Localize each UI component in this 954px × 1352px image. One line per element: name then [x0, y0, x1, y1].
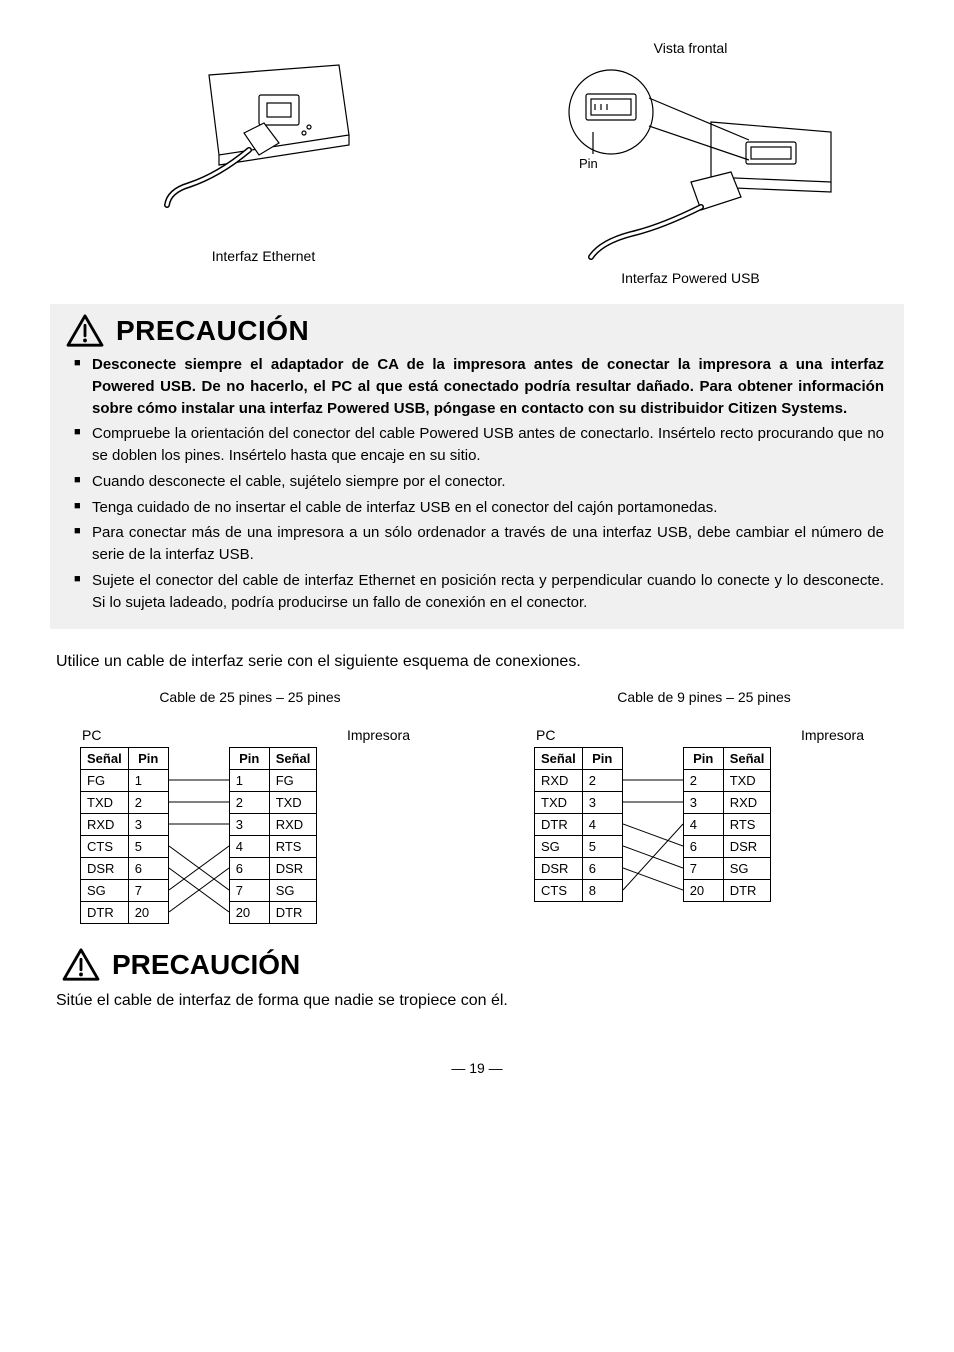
table-row: 7SG [229, 880, 317, 902]
table-row: 20DTR [683, 880, 771, 902]
table-row: DSR6 [535, 858, 623, 880]
pin-table-left: SeñalPinFG1TXD2RXD3CTS5DSR6SG7DTR20 [80, 747, 169, 924]
precaution-1-list: Desconecte siempre el adaptador de CA de… [50, 354, 904, 613]
table-row: 3RXD [229, 814, 317, 836]
table-row: 3RXD [683, 792, 771, 814]
precaution-2-title: PRECAUCIÓN [112, 949, 300, 981]
table-row: 20DTR [229, 902, 317, 924]
table-9-25: Cable de 9 pines – 25 pines PC Impresora… [534, 689, 874, 924]
precaution-item: Desconecte siempre el adaptador de CA de… [74, 354, 884, 419]
table-row: 6DSR [683, 836, 771, 858]
ethernet-caption: Interfaz Ethernet [50, 248, 477, 264]
table-row: DTR20 [81, 902, 169, 924]
table-row: RXD3 [81, 814, 169, 836]
precaution-2-header: PRECAUCIÓN [50, 948, 904, 982]
powered-usb-illustration: Pin [531, 62, 851, 262]
ethernet-illustration [149, 55, 379, 225]
table-row: 2TXD [683, 770, 771, 792]
precaution-item: Tenga cuidado de no insertar el cable de… [74, 497, 884, 519]
warning-icon [62, 948, 100, 982]
table25-title: Cable de 25 pines – 25 pines [80, 689, 420, 705]
warning-icon [66, 314, 104, 348]
powered-usb-caption: Interfaz Powered USB [477, 270, 904, 286]
table-row: 6DSR [229, 858, 317, 880]
pin-table-right: PinSeñal1FG2TXD3RXD4RTS6DSR7SG20DTR [229, 747, 318, 924]
powered-usb-diagram: Vista frontal Pin [477, 40, 904, 286]
precaution-box-1: PRECAUCIÓN Desconecte siempre el adaptad… [50, 304, 904, 629]
precaution-2-text: Sitúe el cable de interfaz de forma que … [50, 992, 904, 1010]
table-row: TXD2 [81, 792, 169, 814]
precaution-item: Cuando desconecte el cable, sujételo sie… [74, 471, 884, 493]
table-row: 7SG [683, 858, 771, 880]
table25-right-label: Impresora [347, 727, 410, 743]
table-row: SG7 [81, 880, 169, 902]
precaution-item: Sujete el conector del cable de interfaz… [74, 570, 884, 614]
table9-title: Cable de 9 pines – 25 pines [534, 689, 874, 705]
table-row: FG1 [81, 770, 169, 792]
table-25-25: Cable de 25 pines – 25 pines PC Impresor… [80, 689, 420, 924]
table9-left-label: PC [536, 727, 555, 743]
table-row: CTS5 [81, 836, 169, 858]
table-row: CTS8 [535, 880, 623, 902]
table9-right-label: Impresora [801, 727, 864, 743]
pin-table-left: SeñalPinRXD2TXD3DTR4SG5DSR6CTS8 [534, 747, 623, 902]
table-row: TXD3 [535, 792, 623, 814]
table-row: DSR6 [81, 858, 169, 880]
intro-text: Utilice un cable de interfaz serie con e… [50, 653, 904, 671]
pin-tables-row: Cable de 25 pines – 25 pines PC Impresor… [50, 689, 904, 924]
table-row: 4RTS [683, 814, 771, 836]
ethernet-diagram: Interfaz Ethernet [50, 40, 477, 286]
pin-label-text: Pin [579, 156, 598, 171]
table-row: 1FG [229, 770, 317, 792]
table-row: SG5 [535, 836, 623, 858]
connection-lines [169, 747, 229, 923]
precaution-1-title: PRECAUCIÓN [116, 315, 309, 347]
table-row: 2TXD [229, 792, 317, 814]
pin-table-right: PinSeñal2TXD3RXD4RTS6DSR7SG20DTR [683, 747, 772, 902]
table-row: 4RTS [229, 836, 317, 858]
table25-left-label: PC [82, 727, 101, 743]
precaution-item: Compruebe la orientación del conector de… [74, 423, 884, 467]
front-view-label: Vista frontal [477, 40, 904, 56]
precaution-item: Para conectar más de una impresora a un … [74, 522, 884, 566]
table-row: RXD2 [535, 770, 623, 792]
connection-lines [623, 747, 683, 901]
diagram-row: Interfaz Ethernet Vista frontal Pin [50, 40, 904, 286]
table-row: DTR4 [535, 814, 623, 836]
page-number: — 19 — [50, 1060, 904, 1076]
